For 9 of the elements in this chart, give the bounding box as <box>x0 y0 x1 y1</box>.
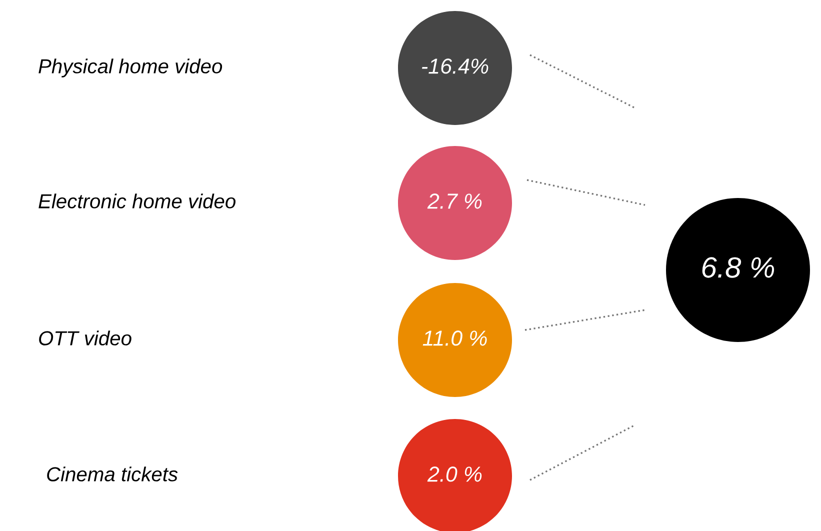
data-label: -16.4% <box>422 58 488 74</box>
category-label: Physical home video <box>38 58 222 78</box>
data-label: 2.0 % <box>427 466 482 482</box>
data-label: 2.7 % <box>427 194 482 209</box>
category-label: Cinema tickets <box>47 466 178 482</box>
data-label: 11.0 % <box>422 330 487 346</box>
category-label: OTT video <box>39 330 132 346</box>
category-label: Electronic home video <box>38 194 236 208</box>
text: 6.8 % <box>702 257 774 278</box>
